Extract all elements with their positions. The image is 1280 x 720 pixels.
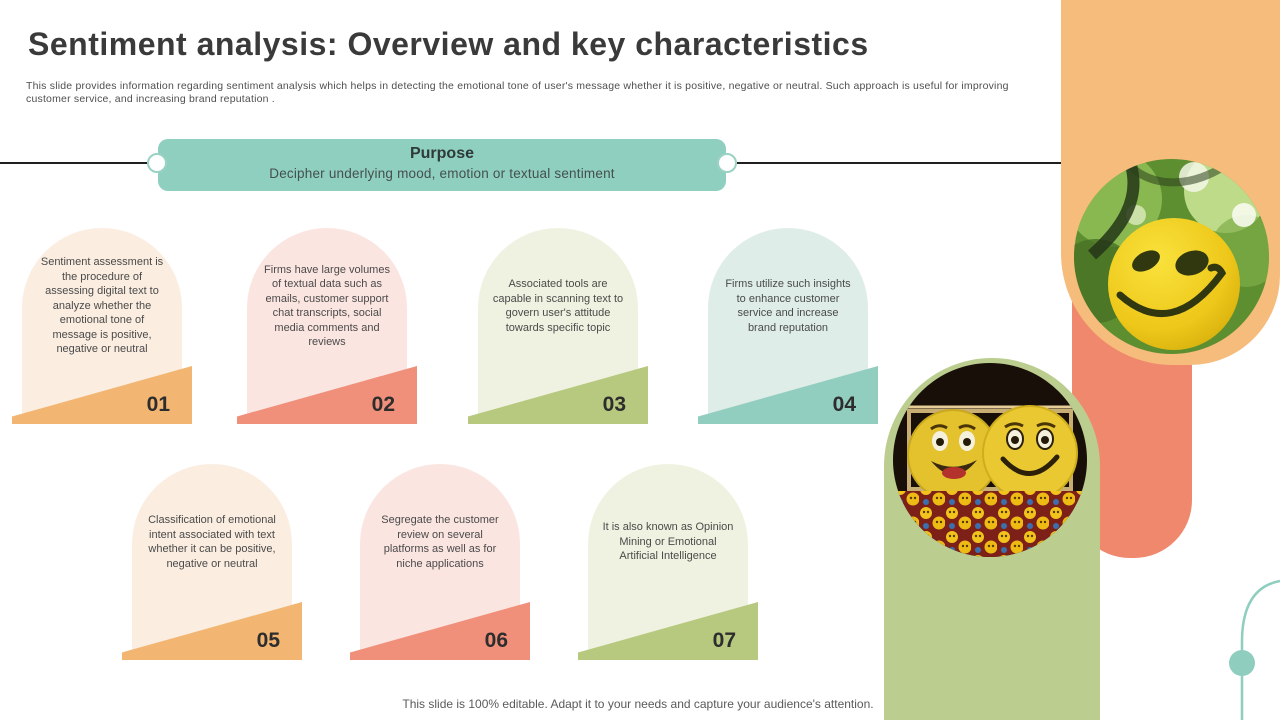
card-number: 05 bbox=[256, 629, 280, 652]
slide-description: This slide provides information regardin… bbox=[26, 80, 1009, 105]
card-text: Classification of emotional intent assoc… bbox=[148, 514, 276, 570]
card-number: 07 bbox=[712, 629, 736, 652]
card-number: 01 bbox=[146, 393, 170, 416]
card-text: Firms have large volumes of textual data… bbox=[264, 263, 390, 349]
info-card-01: Sentiment assessment is the procedure of… bbox=[12, 228, 192, 424]
card-text: It is also known as Opinion Mining or Em… bbox=[602, 521, 734, 563]
purpose-banner-subtitle: Decipher underlying mood, emotion or tex… bbox=[269, 166, 615, 181]
teal-node-dot bbox=[1229, 650, 1255, 676]
card-text: Segregate the customer review on several… bbox=[381, 514, 499, 570]
info-card-03: Associated tools are capable in scanning… bbox=[468, 228, 648, 424]
teal-curve-decoration bbox=[1229, 579, 1280, 720]
info-card-06: Segregate the customer review on several… bbox=[350, 464, 530, 660]
smiley-ball-illustration bbox=[1074, 159, 1269, 354]
card-number: 02 bbox=[371, 393, 395, 416]
purpose-banner: Purpose Decipher underlying mood, emotio… bbox=[147, 139, 737, 191]
smiley-ball-image bbox=[1074, 159, 1269, 354]
page-title: Sentiment analysis: Overview and key cha… bbox=[28, 26, 869, 62]
info-card-07: It is also known as Opinion Mining or Em… bbox=[578, 464, 758, 660]
purpose-banner-title: Purpose bbox=[409, 145, 474, 162]
smiley-plush-image bbox=[893, 363, 1087, 557]
footer-note: This slide is 100% editable. Adapt it to… bbox=[402, 697, 874, 711]
info-card-02: Firms have large volumes of textual data… bbox=[237, 228, 417, 424]
connector-line-right bbox=[737, 162, 1061, 164]
card-number: 06 bbox=[484, 629, 508, 652]
card-text: Sentiment assessment is the procedure of… bbox=[40, 256, 164, 356]
info-card-05: Classification of emotional intent assoc… bbox=[122, 464, 302, 660]
smiley-plush-illustration bbox=[893, 363, 1087, 557]
card-number: 04 bbox=[832, 393, 856, 416]
connector-circle-left bbox=[147, 153, 167, 173]
connector-line-left bbox=[0, 162, 148, 164]
card-number: 03 bbox=[602, 393, 626, 416]
info-card-04: Firms utilize such insights to enhance c… bbox=[698, 228, 878, 424]
card-text: Firms utilize such insights to enhance c… bbox=[725, 278, 851, 334]
connector-circle-right bbox=[717, 153, 737, 173]
card-text: Associated tools are capable in scanning… bbox=[492, 278, 624, 334]
